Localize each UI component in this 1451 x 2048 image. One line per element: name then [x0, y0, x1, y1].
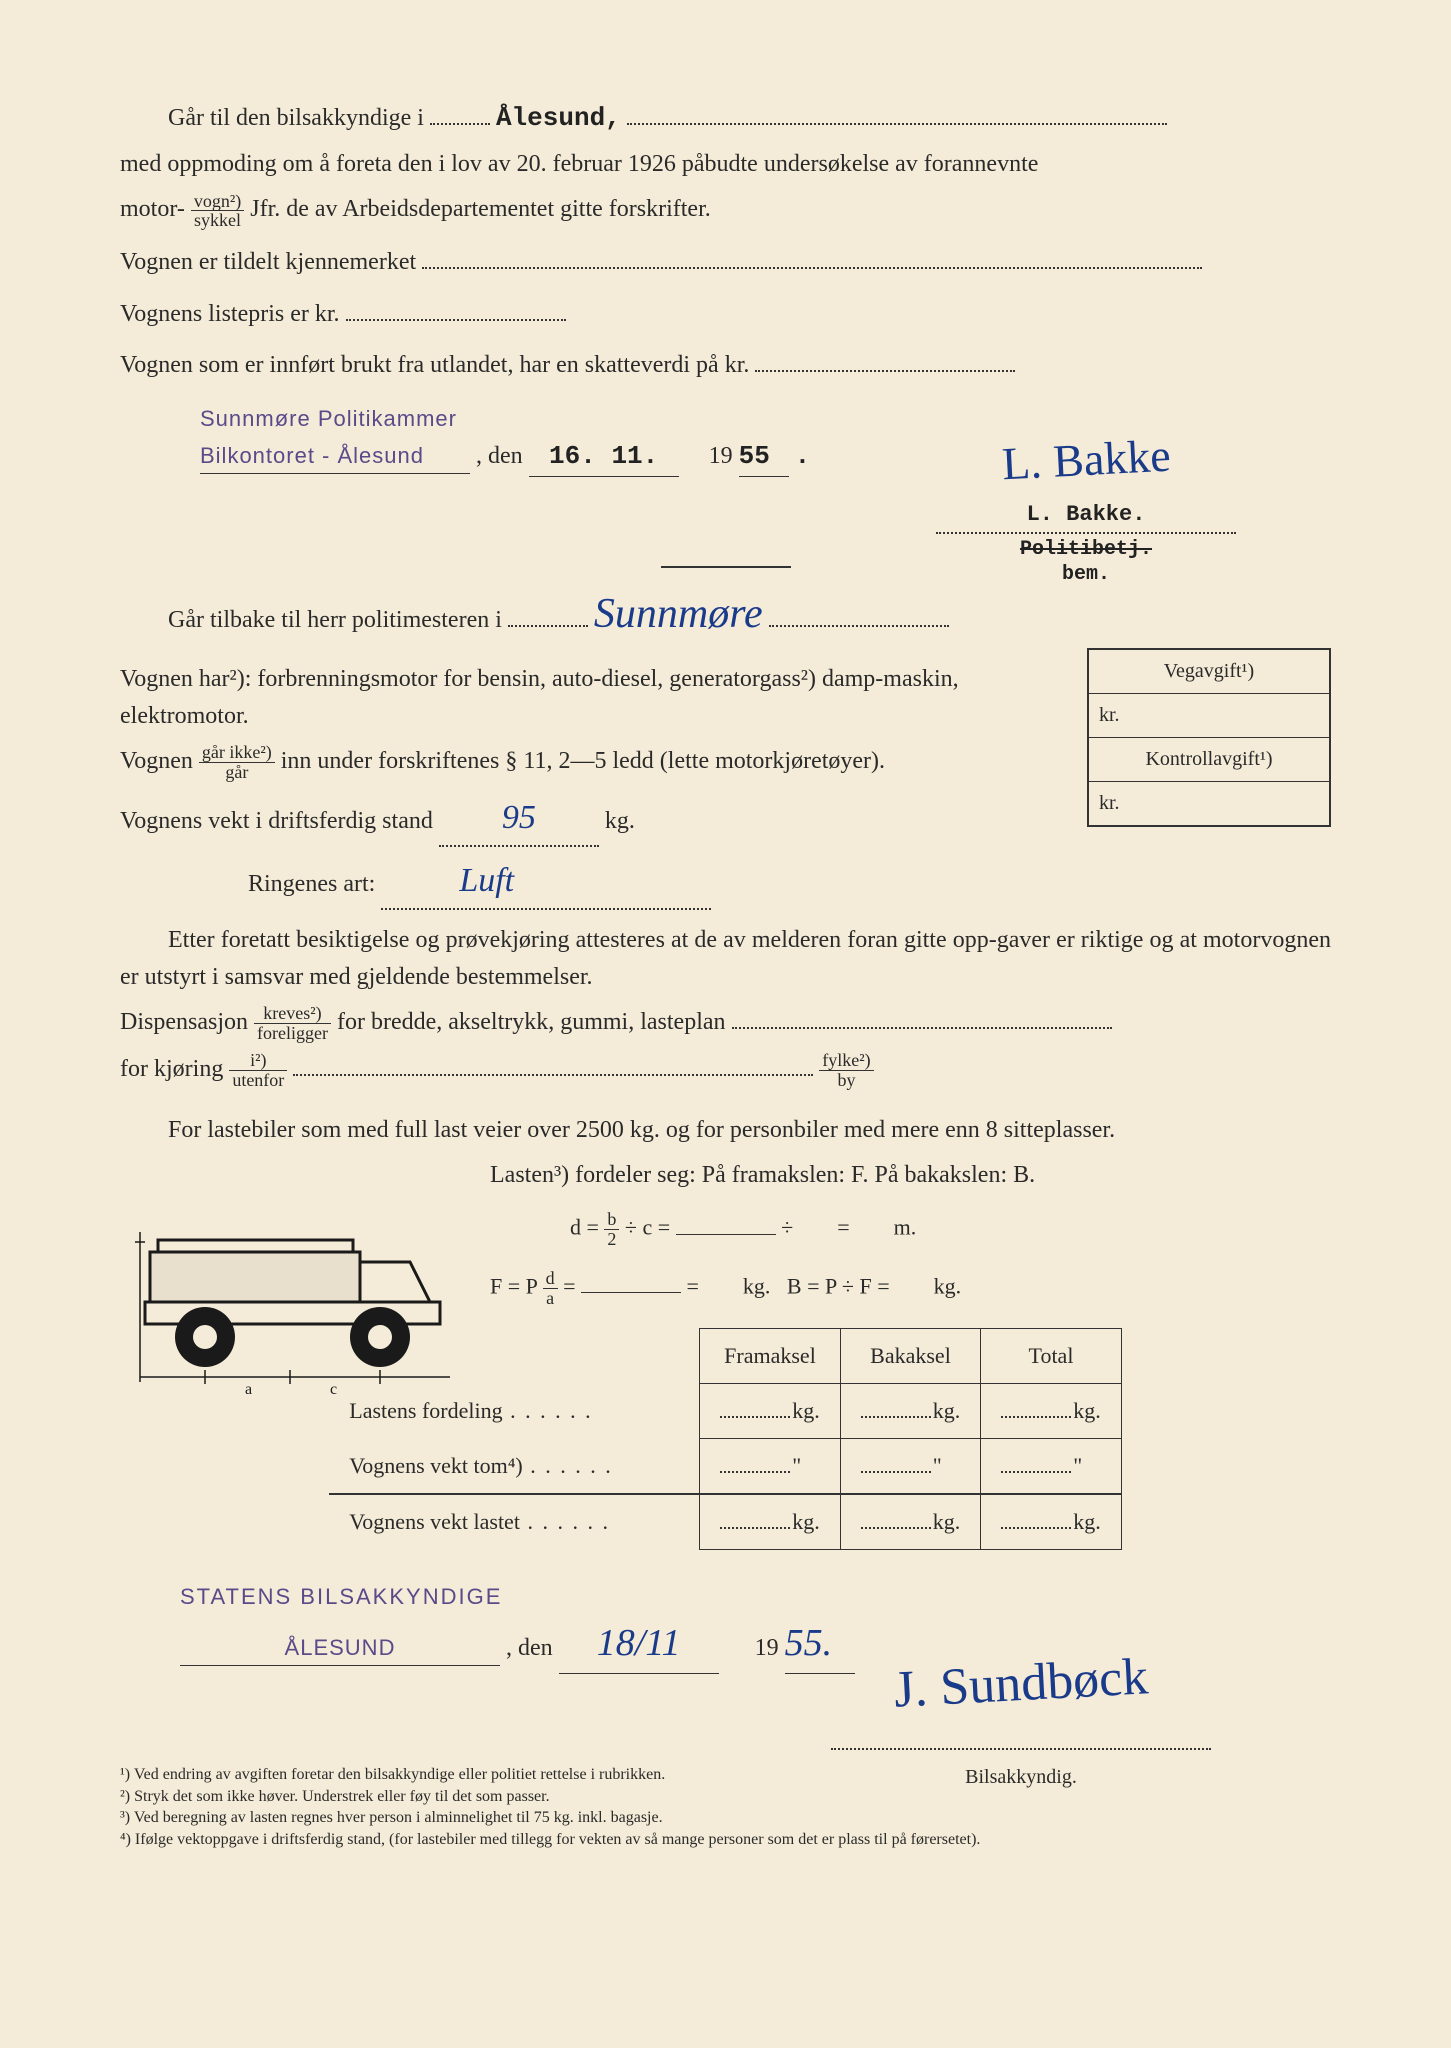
line-dispensasjon: Dispensasjon kreves²) foreligger for bre… [120, 1004, 1331, 1043]
signature-1: L. Bakke L. Bakke. Politibetj. bem. [911, 424, 1261, 590]
stamp-bilkontoret: Bilkontoret - Ålesund [200, 439, 470, 474]
line-skatteverdi: Vognen som er innført brukt fra utlandet… [120, 347, 1331, 384]
date-handwritten: 18/11 [559, 1614, 719, 1674]
tire-type: Luft [381, 855, 711, 910]
date-typed: 16. 11. [529, 436, 679, 477]
row-tom: Vognens vekt tom⁴) " " " [329, 1438, 1121, 1494]
stamp-statens: STATENS BILSAKKYNDIGE ÅLESUND , den 18/1… [180, 1580, 855, 1674]
row-lastet: Vognens vekt lastet kg. kg. kg. [329, 1494, 1121, 1550]
stamp-politikammer: Sunnmøre Politikammer Bilkontoret - Åles… [200, 402, 810, 477]
footnote-3: ³) Ved beregning av lasten regnes hver p… [120, 1807, 1331, 1829]
document-page: Går til den bilsakkyndige i Ålesund, med… [0, 0, 1451, 2048]
fraction-gaar: går ikke²) går [199, 743, 275, 782]
equation-d: d = b2 ÷ c = ÷ = m. [570, 1210, 1331, 1249]
issue-block-2: STATENS BILSAKKYNDIGE ÅLESUND , den 18/1… [120, 1574, 1331, 1754]
issue-block-1: Sunnmøre Politikammer Bilkontoret - Åles… [120, 402, 1331, 552]
handwritten-sunnmore: Sunnmøre [594, 591, 763, 637]
line-kjoring: for kjøring i²) utenfor fylke²) by [120, 1051, 1331, 1090]
svg-text:a: a [245, 1381, 252, 1398]
line-listepris: Vognens listepris er kr. [120, 296, 1331, 333]
line-motor-type: Vognen har²): forbrenningsmotor for bens… [120, 661, 990, 735]
fee-vegavgift: Vegavgift¹) [1089, 650, 1329, 694]
col-bakaksel: Bakaksel [840, 1328, 981, 1383]
year-typed: 55 [739, 436, 789, 477]
city-typed: Ålesund, [496, 103, 621, 133]
truck-diagram-icon: a c [130, 1222, 470, 1402]
signature-2: J. Sundbøck Bilsakkyndig. [811, 1644, 1231, 1793]
fraction-vogn-sykkel: vogn²) sykkel [191, 192, 244, 231]
svg-text:c: c [330, 1381, 337, 1398]
text: Går til den bilsakkyndige i [168, 105, 424, 131]
line-tilbake: Går tilbake til herr politimesteren i Su… [120, 582, 1331, 647]
signature-bakke: L. Bakke [1000, 420, 1172, 500]
line-motor: motor- vogn²) sykkel Jfr. de av Arbeidsd… [120, 191, 1331, 230]
divider [661, 566, 791, 568]
load-formulas: Lasten³) fordeler seg: På framakslen: F.… [490, 1157, 1331, 1308]
col-framaksel: Framaksel [700, 1328, 841, 1383]
line-kjennemerke: Vognen er tildelt kjennemerket [120, 244, 1331, 281]
fee-kontroll: Kontrollavgift¹) [1089, 738, 1329, 782]
line-request: med oppmoding om å foreta den i lov av 2… [120, 146, 1331, 183]
fraction-kreves: kreves²) foreligger [254, 1004, 331, 1043]
col-total: Total [981, 1328, 1122, 1383]
line-ringenes: Ringenes art: Luft [120, 855, 1331, 910]
equation-f: F = P da = = kg. B = P ÷ F = kg. [490, 1269, 1331, 1308]
weight-value: 95 [439, 792, 599, 847]
footnote-4: ⁴) Ifølge vektoppgave i driftsferdig sta… [120, 1829, 1331, 1851]
stamp-alesund: ÅLESUND [180, 1631, 500, 1666]
fraction-fylke: fylke²) by [819, 1051, 873, 1090]
line-attest: Etter foretatt besiktigelse og prøvekjør… [120, 922, 1331, 996]
load-intro: For lastebiler som med full last veier o… [120, 1112, 1331, 1149]
line-goes-to: Går til den bilsakkyndige i Ålesund, [120, 98, 1331, 138]
signature-bilsakkyndig: J. Sundbøck [892, 1637, 1150, 1731]
fee-box: Vegavgift¹) kr. Kontrollavgift¹) kr. [1087, 648, 1331, 827]
fraction-innenfor: i²) utenfor [229, 1051, 287, 1090]
